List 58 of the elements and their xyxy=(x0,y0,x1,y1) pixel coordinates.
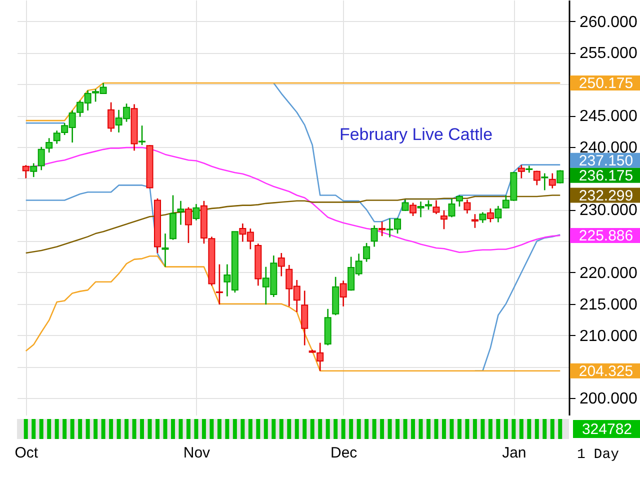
x-tick-label: Jan xyxy=(502,444,526,462)
x-tick-label: Oct xyxy=(14,444,39,462)
candlestick xyxy=(456,194,463,208)
candlestick xyxy=(22,164,30,179)
candlestick xyxy=(548,172,556,189)
data-label: 204.325 xyxy=(578,362,634,380)
candlestick xyxy=(38,146,45,171)
line-series xyxy=(25,194,561,254)
line-series xyxy=(25,82,561,122)
candlestick xyxy=(526,165,533,174)
candlestick xyxy=(184,206,192,244)
candlestick xyxy=(533,170,540,186)
candlestick xyxy=(177,200,184,226)
text: February Live Cattle xyxy=(339,125,493,144)
y-tick-label: 230.000 xyxy=(580,202,638,220)
candlestick xyxy=(378,220,386,237)
x-tick-label: Dec xyxy=(330,444,358,462)
x-tick-label: Nov xyxy=(183,444,211,462)
candlestick xyxy=(440,210,448,230)
y-tick-label: 220.000 xyxy=(580,264,638,282)
candlestick xyxy=(138,124,146,146)
candlestick xyxy=(471,213,478,229)
y-tick-label: 245.000 xyxy=(580,108,638,126)
candlestick xyxy=(448,198,456,218)
line-series xyxy=(25,256,561,372)
candlestick xyxy=(486,208,494,223)
candlestick xyxy=(541,172,548,191)
y-tick-label: 210.000 xyxy=(580,328,638,345)
data-label: 232.299 xyxy=(578,187,634,204)
candlestick xyxy=(432,200,440,215)
y-tick-label: 260.000 xyxy=(580,14,638,31)
candlestick xyxy=(301,290,308,346)
text: 324782 xyxy=(582,421,632,438)
candlestick xyxy=(402,199,409,212)
candlestick xyxy=(162,232,169,268)
candlestick xyxy=(494,205,502,223)
data-label: 225.886 xyxy=(578,228,634,245)
candlestick xyxy=(410,202,417,217)
candlestick xyxy=(556,169,564,184)
candlestick xyxy=(518,164,525,179)
text: 236.175 xyxy=(578,167,634,184)
data-label: 250.175 xyxy=(578,75,634,92)
y-tick-label: 200.000 xyxy=(580,390,638,408)
candlestick xyxy=(370,224,378,248)
candlestick xyxy=(278,252,285,277)
candlestick xyxy=(216,264,223,306)
text: 1 Day xyxy=(577,447,620,463)
candlestick xyxy=(108,102,115,132)
candlestick xyxy=(316,342,324,372)
y-tick-label: 215.000 xyxy=(580,296,638,314)
candlestick xyxy=(192,203,200,222)
candlestick xyxy=(479,212,486,224)
candlestick xyxy=(340,280,347,308)
candlestick xyxy=(30,162,38,178)
candlestick xyxy=(46,137,53,154)
candlestick xyxy=(363,242,370,262)
candlestick xyxy=(464,199,471,214)
y-tick-label: 255.000 xyxy=(580,45,638,62)
